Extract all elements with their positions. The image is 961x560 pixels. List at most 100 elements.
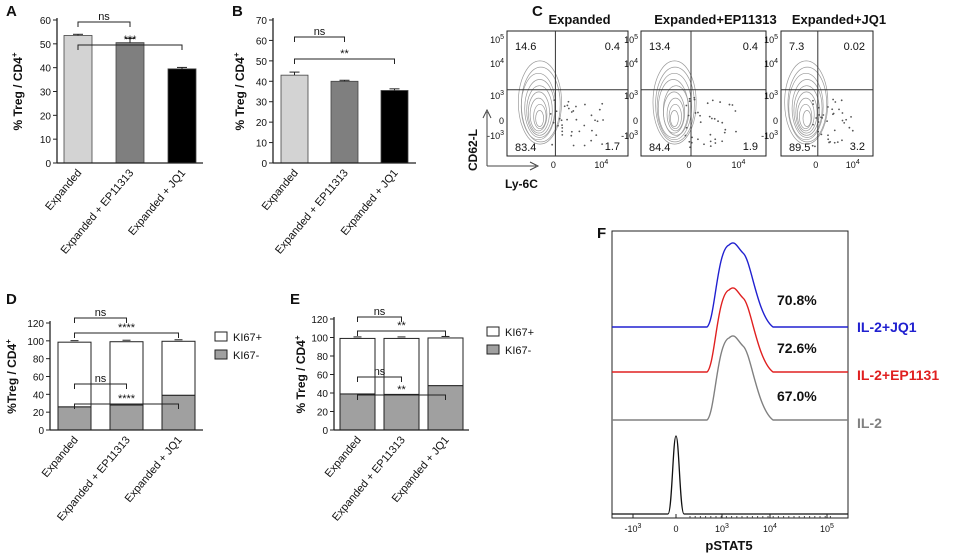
x-tick-label-f: -103 bbox=[625, 523, 642, 534]
significance-label-A: *** bbox=[124, 34, 138, 46]
event-dot bbox=[827, 134, 829, 137]
event-dot bbox=[848, 126, 851, 129]
event-dot bbox=[689, 146, 691, 149]
y-tick-label-A: 60 bbox=[40, 16, 52, 27]
significance-bracket-E bbox=[357, 376, 402, 382]
event-dot bbox=[570, 134, 573, 137]
event-dot bbox=[590, 139, 593, 142]
event-dot bbox=[851, 129, 854, 132]
series-label: IL-2+JQ1 bbox=[857, 319, 917, 335]
bar-A bbox=[167, 68, 197, 164]
panel-label-d: D bbox=[6, 291, 17, 308]
significance-label-D: ns bbox=[95, 373, 107, 385]
quadrant-upper-right-value: 0.4 bbox=[605, 41, 620, 53]
bar-D-ki67neg bbox=[109, 404, 144, 431]
event-dot bbox=[833, 129, 836, 132]
significance-bracket-D bbox=[74, 317, 127, 323]
y-tick-label-A: 40 bbox=[40, 64, 52, 75]
y-tick-label-c: 103 bbox=[624, 90, 638, 101]
significance-bracket-E bbox=[357, 316, 402, 322]
percent-label: 72.6% bbox=[777, 340, 817, 356]
x-tick-label-A: Expanded bbox=[43, 167, 84, 213]
event-dot bbox=[812, 99, 814, 102]
significance-bracket-A bbox=[77, 44, 183, 50]
y-axis-label-c: CD62-L bbox=[466, 129, 480, 171]
y-tick-label-B: 30 bbox=[256, 98, 268, 109]
event-dot bbox=[693, 96, 696, 99]
y-tick-label-A: 20 bbox=[40, 111, 52, 122]
quadrant-lower-left-value: 83.4 bbox=[515, 142, 536, 154]
contour-line bbox=[517, 60, 562, 145]
legend-swatch-E bbox=[486, 326, 500, 337]
panel-label-c: C bbox=[532, 3, 543, 20]
event-dot bbox=[836, 141, 839, 143]
bar-B bbox=[380, 90, 409, 164]
y-tick-label-E: 20 bbox=[317, 408, 329, 419]
event-dot bbox=[553, 99, 556, 102]
contour-line bbox=[529, 97, 548, 132]
flow-plot-title: Expanded+JQ1 bbox=[792, 12, 886, 27]
flow-plot-title: Expanded bbox=[548, 12, 610, 27]
series-label: IL-2+EP1131 bbox=[857, 367, 939, 383]
bar-E-ki67neg bbox=[427, 385, 464, 431]
y-tick-label-D: 40 bbox=[33, 390, 45, 401]
contour-line bbox=[656, 72, 692, 141]
contour-line bbox=[793, 85, 820, 136]
event-dot bbox=[828, 141, 830, 144]
panel-label-e: E bbox=[290, 291, 300, 308]
bar-B bbox=[330, 80, 359, 164]
x-tick-label-c: 104 bbox=[846, 159, 860, 170]
significance-label-D: ns bbox=[95, 307, 107, 319]
event-dot bbox=[838, 108, 840, 111]
event-dot bbox=[583, 124, 586, 127]
event-dot bbox=[841, 112, 844, 114]
histogram-il-2-jq1 bbox=[612, 242, 848, 328]
significance-bracket-A bbox=[77, 21, 131, 27]
bar-B bbox=[280, 74, 309, 164]
bar-D-ki67pos bbox=[109, 341, 144, 406]
event-dot bbox=[685, 126, 688, 129]
contour-line bbox=[791, 79, 823, 138]
event-dot bbox=[832, 113, 834, 116]
x-tick-label-f: 105 bbox=[820, 523, 834, 534]
legend-label-E: KI67- bbox=[505, 345, 532, 357]
percent-label: 67.0% bbox=[777, 388, 817, 404]
bar-D-ki67neg bbox=[161, 394, 196, 431]
y-tick-label-D: 60 bbox=[33, 373, 45, 384]
event-dot bbox=[841, 139, 843, 142]
event-dot bbox=[843, 121, 846, 124]
y-tick-label-B: 10 bbox=[256, 139, 268, 150]
y-tick-label-c: 105 bbox=[624, 34, 638, 45]
y-tick-label-A: 50 bbox=[40, 40, 52, 51]
y-tick-label-B: 70 bbox=[256, 16, 268, 27]
y-axis-arrow-c bbox=[482, 108, 492, 166]
event-dot bbox=[706, 102, 709, 105]
bar-D-ki67pos bbox=[57, 341, 92, 408]
event-dot bbox=[724, 128, 727, 131]
x-tick-label-f: 104 bbox=[763, 523, 777, 534]
event-dot bbox=[567, 100, 570, 103]
event-dot bbox=[549, 113, 552, 115]
x-tick-label-D: Expanded bbox=[40, 434, 81, 480]
event-dot bbox=[710, 117, 713, 120]
contour-line bbox=[652, 60, 697, 145]
y-tick-label-c: 0 bbox=[499, 116, 504, 126]
event-dot bbox=[822, 114, 825, 116]
bar-A bbox=[115, 42, 145, 164]
x-tick-label-E: Expanded + EP11313 bbox=[330, 434, 408, 523]
event-dot bbox=[833, 141, 836, 144]
contour-line bbox=[788, 72, 824, 141]
event-dot bbox=[598, 108, 601, 111]
event-dot bbox=[602, 119, 604, 121]
quadrant-lower-left-value: 89.5 bbox=[789, 142, 810, 154]
event-dot bbox=[578, 130, 581, 133]
event-dot bbox=[814, 145, 816, 148]
event-dot bbox=[709, 140, 712, 143]
histogram-isotype-control bbox=[612, 435, 848, 515]
event-dot bbox=[591, 129, 593, 132]
significance-label-D: **** bbox=[118, 322, 136, 334]
panel-label-b: B bbox=[232, 3, 243, 20]
x-axis-label-c: Ly-6C bbox=[505, 177, 538, 191]
event-dot bbox=[697, 138, 699, 141]
y-tick-label-c: 0 bbox=[633, 116, 638, 126]
